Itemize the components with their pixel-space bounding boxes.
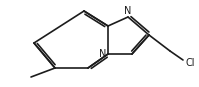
Text: N: N — [99, 49, 106, 59]
Text: N: N — [124, 6, 132, 16]
Text: Cl: Cl — [185, 58, 194, 68]
